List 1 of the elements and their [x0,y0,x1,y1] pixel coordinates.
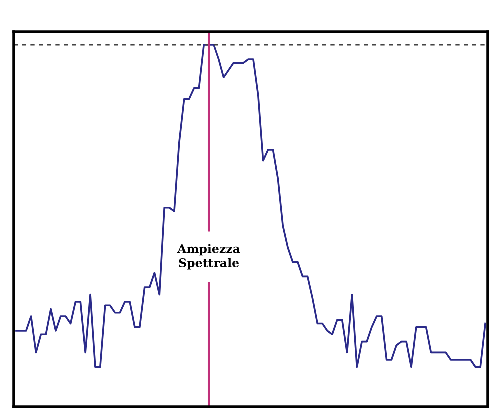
annotation: Ampiezza Spettrale [177,244,240,270]
